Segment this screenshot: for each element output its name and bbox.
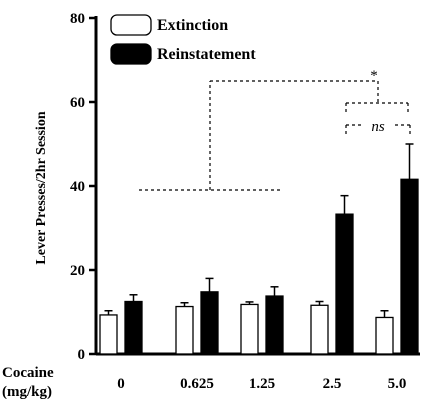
- bars: [99, 143, 419, 355]
- annotations: * ns: [139, 68, 411, 191]
- x-axis-title-line1: Cocaine: [2, 365, 54, 381]
- ns-label: ns: [371, 119, 385, 135]
- y-tick-label: 0: [78, 347, 86, 363]
- x-tick-label: 1.25: [249, 376, 275, 392]
- x-tick-label: 2.5: [323, 376, 342, 392]
- bar-reinstatement: [335, 213, 354, 355]
- bar-reinstatement: [200, 291, 219, 355]
- bar-reinstatement: [124, 300, 143, 355]
- bar-extinction: [99, 314, 118, 355]
- bar-reinstatement: [400, 178, 419, 355]
- x-tick-label: 5.0: [388, 376, 407, 392]
- bar-reinstatement: [265, 295, 284, 355]
- y-tick-label: 80: [70, 11, 85, 27]
- axis-labels: 0 0.625 1.25 2.5 5.0 Cocaine (mg/kg) Lever Pres…: [2, 111, 406, 400]
- significance-star: *: [370, 68, 378, 84]
- x-axis-title-line2: (mg/kg): [2, 384, 52, 400]
- legend-swatch-extinction: [110, 14, 152, 36]
- bar-extinction: [310, 304, 329, 355]
- legend-label-extinction: Extinction: [157, 17, 228, 34]
- y-tick-label: 20: [70, 263, 85, 279]
- axes: 0 20 40 60 80: [70, 11, 420, 363]
- bar-extinction: [375, 316, 394, 355]
- legend-swatch-reinstatement: [110, 43, 152, 65]
- y-axis-title: Lever Presses/2hr Session: [34, 111, 49, 264]
- bar-extinction: [240, 303, 259, 355]
- y-tick-label: 40: [70, 179, 85, 195]
- x-tick-label: 0.625: [180, 376, 214, 392]
- y-tick-label: 60: [70, 95, 85, 111]
- bar-extinction: [175, 305, 194, 355]
- legend: Extinction Reinstatement: [110, 14, 256, 65]
- x-tick-label: 0: [117, 376, 125, 392]
- legend-label-reinstatement: Reinstatement: [157, 46, 256, 63]
